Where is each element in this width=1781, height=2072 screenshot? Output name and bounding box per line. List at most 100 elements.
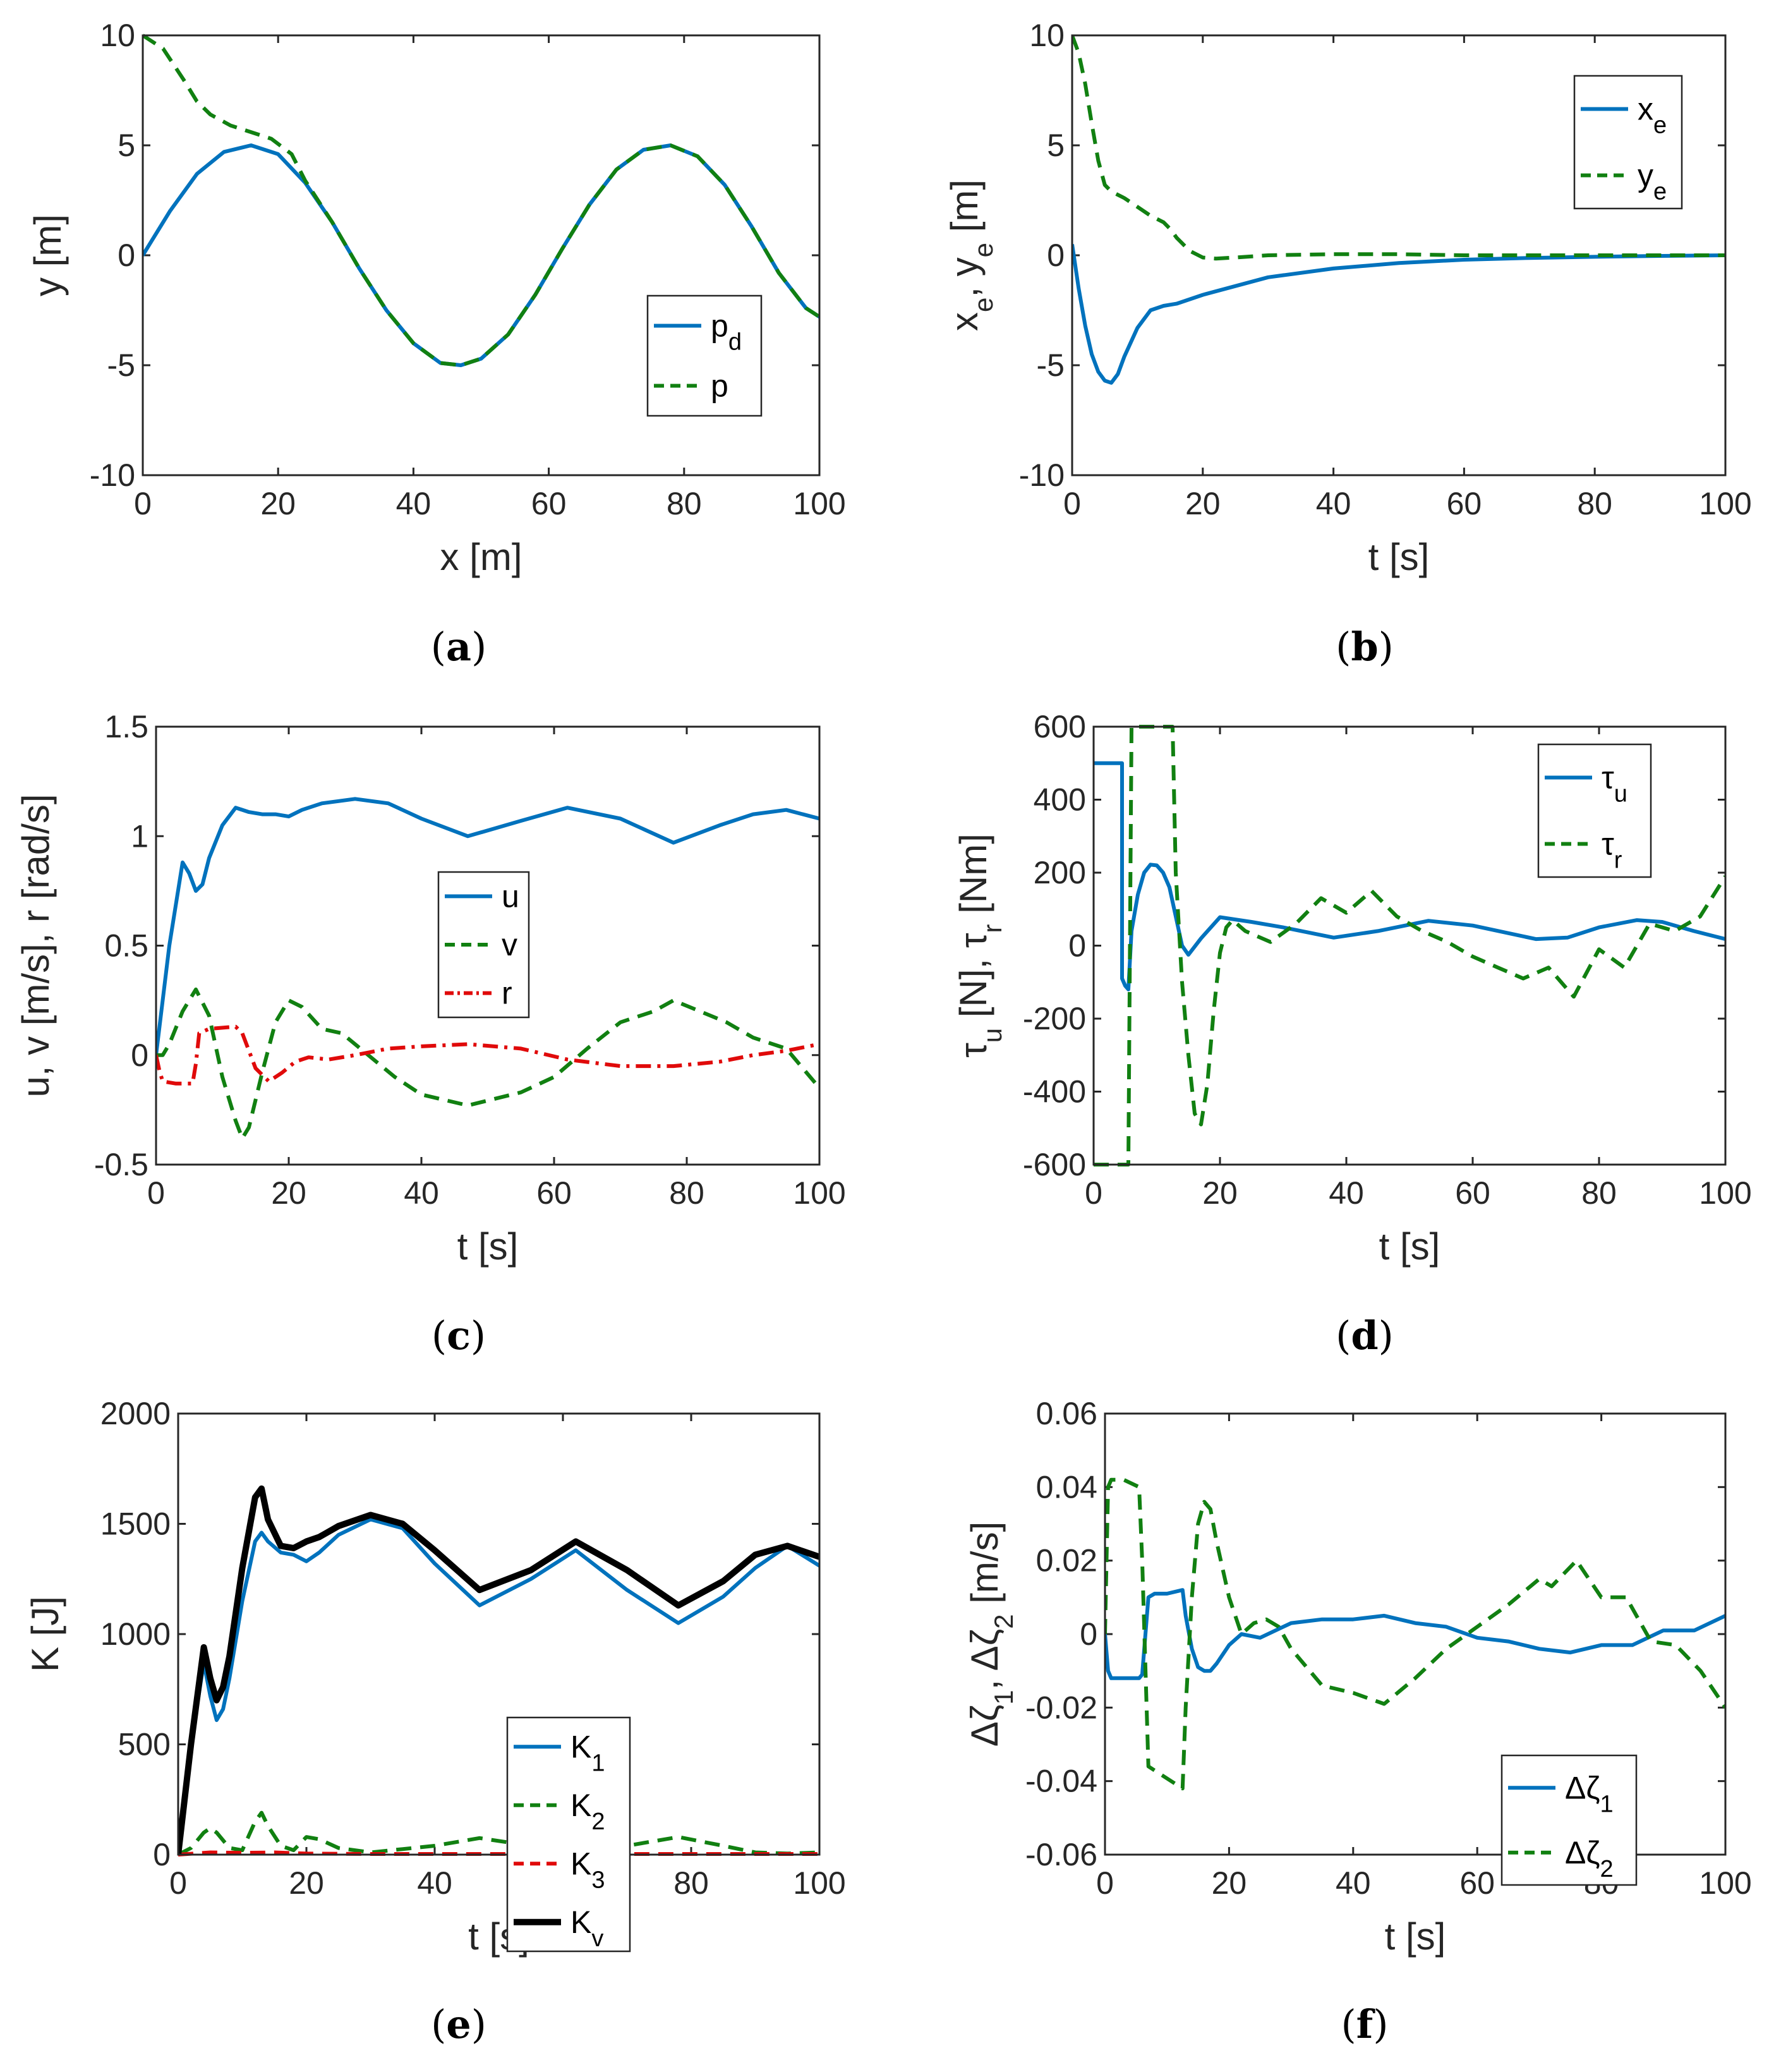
- y-tick-label: 5: [1047, 128, 1065, 163]
- x-tick-label: 100: [1699, 1175, 1751, 1211]
- axes-frame: [142, 34, 821, 476]
- legend-box: [1573, 75, 1683, 210]
- legend-box: [506, 1716, 631, 1953]
- legend-label-Δζ_1: Δζ1: [1565, 1770, 1614, 1817]
- panel-caption: (b): [1336, 624, 1394, 670]
- x-tick-label: 0: [169, 1865, 187, 1901]
- legend-box: [646, 294, 763, 417]
- x-tick-label: 20: [271, 1175, 306, 1211]
- y-tick-label: -400: [1023, 1074, 1086, 1110]
- x-tick-label: 80: [1577, 486, 1612, 521]
- x-tick-label: 100: [1699, 1865, 1751, 1901]
- panel-caption: (e): [431, 2001, 486, 2047]
- series-group: [1094, 725, 1725, 1166]
- series-line-K_1: [178, 1517, 819, 1855]
- y-tick-label: 0: [1068, 928, 1086, 964]
- chart-panel-e: 0204060801000500100015002000t [s]K [J]K1…: [24, 1396, 846, 2047]
- legend: K1 K2 K3 Kv: [506, 1716, 631, 1953]
- x-tick-label: 80: [669, 1175, 704, 1211]
- series-line-y_e: [1072, 34, 1725, 261]
- axes-frame: [1104, 1412, 1727, 1856]
- x-tick-label: 100: [793, 1175, 845, 1211]
- y-tick-label: -0.5: [94, 1147, 148, 1182]
- y-tick-label: 0: [118, 238, 135, 273]
- y-tick-label: -200: [1023, 1001, 1086, 1036]
- y-tick-label: 200: [1034, 855, 1086, 890]
- x-tick-label: 20: [1212, 1865, 1247, 1901]
- y-tick-label: 1.5: [104, 709, 148, 744]
- legend-label-r: r: [502, 976, 512, 1011]
- y-tick-label: -5: [107, 348, 135, 383]
- y-axis-label: xe, ye [m]: [943, 179, 998, 331]
- y-tick-label: 5: [118, 128, 135, 163]
- series-line-p: [143, 33, 819, 367]
- x-tick-label: 0: [1063, 486, 1081, 521]
- series-group: [1072, 34, 1725, 385]
- y-tick-label: 1500: [100, 1506, 171, 1542]
- y-tick-label: 0: [1080, 1616, 1097, 1652]
- y-tick-label: 1: [131, 818, 148, 854]
- y-tick-label: -0.06: [1025, 1837, 1097, 1872]
- chart-panel-a: 0 20 40 60 80 100 -10 -5 0 5 10 x [m] y [m] pd p (a): [27, 18, 846, 670]
- legend: xe ye: [1573, 75, 1683, 210]
- x-axis-label: t [s]: [1379, 1225, 1440, 1268]
- x-tick-label: 60: [536, 1175, 572, 1211]
- y-tick-label: 10: [100, 18, 135, 53]
- y-tick-label: -0.04: [1025, 1764, 1097, 1799]
- x-tick-label: 60: [1455, 1175, 1490, 1211]
- y-tick-label: 600: [1034, 709, 1086, 744]
- x-tick-label: 60: [1459, 1865, 1495, 1901]
- chart-panel-b: 0 20 40 60 80 100 -10 -5 0 5 10 t [s] xe, ye [m] xe ye…: [943, 18, 1752, 670]
- x-tick-label: 80: [1581, 1175, 1617, 1211]
- y-tick-label: -10: [90, 457, 135, 493]
- axes-frame: [1092, 725, 1727, 1166]
- chart-panel-d: 0 20 40 60 80 100 -600 -400 -200 0 200 400 600 t [s] τ…: [952, 709, 1752, 1359]
- x-tick-label: 60: [531, 486, 567, 521]
- x-axis-label: x [m]: [440, 536, 522, 578]
- y-tick-label: -0.02: [1025, 1690, 1097, 1725]
- y-axis-label: τu [N], τr [Nm]: [952, 833, 1007, 1058]
- series-line-v: [156, 987, 819, 1141]
- y-tick-label: 0.5: [104, 928, 148, 964]
- y-tick-label: 0.02: [1036, 1543, 1097, 1578]
- legend-label-Δζ_2: Δζ2: [1565, 1835, 1614, 1882]
- chart-panel-c: 0 20 40 60 80 100-0.500.511.5t [s]u, v [m/s],…: [15, 709, 846, 1359]
- panel-caption: (a): [431, 624, 487, 670]
- y-axis-label: y [m]: [27, 214, 69, 296]
- legend-label-p: p: [711, 368, 728, 404]
- series-line-Δζ_1: [1105, 1588, 1725, 1680]
- legend: uvr: [437, 871, 530, 1019]
- series-group: [143, 33, 819, 367]
- legend: τu τr: [1537, 743, 1652, 878]
- series-group: [1105, 1477, 1725, 1791]
- x-tick-label: 100: [793, 486, 845, 521]
- series-line-x_e: [1072, 244, 1725, 385]
- x-tick-label: 40: [1336, 1865, 1371, 1901]
- y-tick-label: -10: [1019, 457, 1065, 493]
- y-axis-label: K [J]: [24, 1596, 66, 1672]
- y-axis-label: Δζ1, Δζ2 [m/s]: [963, 1522, 1018, 1747]
- series-line-K_v: [178, 1485, 819, 1855]
- legend-label-u: u: [502, 878, 519, 914]
- x-tick-label: 100: [793, 1865, 845, 1901]
- legend-label-τ_r: τr: [1602, 827, 1622, 874]
- y-tick-label: 0.06: [1036, 1396, 1097, 1431]
- legend-label-τ_u: τu: [1602, 760, 1627, 808]
- panel-caption: (d): [1336, 1312, 1394, 1359]
- y-axis-label: u, v [m/s], r [rad/s]: [15, 794, 57, 1097]
- series-line-r: [156, 1024, 819, 1086]
- legend-label-x_e: xe: [1638, 92, 1667, 139]
- panel-caption: (f): [1341, 2001, 1388, 2047]
- x-tick-label: 0: [1096, 1865, 1114, 1901]
- x-tick-label: 20: [260, 486, 296, 521]
- x-tick-label: 80: [673, 1865, 709, 1901]
- x-tick-label: 0: [147, 1175, 165, 1211]
- x-tick-label: 40: [417, 1865, 452, 1901]
- y-tick-label: 10: [1029, 18, 1065, 53]
- x-tick-label: 0: [1085, 1175, 1102, 1211]
- series-line-u: [156, 797, 819, 1056]
- y-tick-label: 400: [1034, 782, 1086, 818]
- axes-frame: [1071, 34, 1727, 476]
- x-tick-label: 40: [1316, 486, 1351, 521]
